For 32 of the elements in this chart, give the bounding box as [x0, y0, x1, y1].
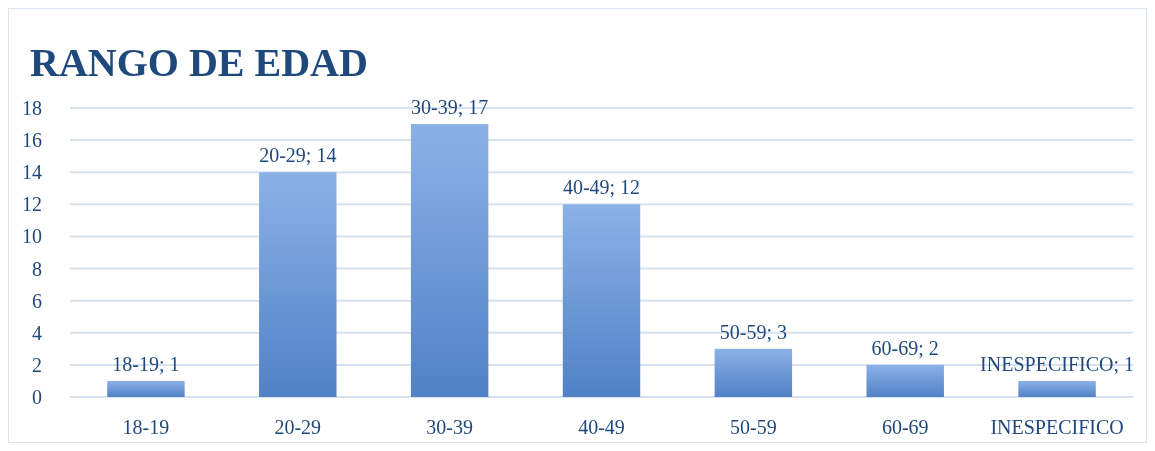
data-label: 40-49; 12 — [562, 176, 641, 199]
bar — [410, 124, 489, 397]
bar — [714, 348, 793, 397]
x-tick-label: 50-59 — [730, 416, 777, 438]
bar — [562, 204, 641, 397]
y-tick-label: 16 — [22, 129, 42, 152]
data-label: 50-59; 3 — [719, 320, 787, 343]
y-tick-label: 8 — [32, 257, 42, 280]
y-tick-label: 14 — [22, 161, 42, 184]
bar — [1018, 380, 1096, 397]
x-tick-label: 30-39 — [426, 416, 473, 438]
x-tick-label: 20-29 — [274, 416, 322, 438]
data-label: 30-39; 17 — [411, 96, 489, 119]
chart-title: RANGO DE EDAD — [30, 40, 368, 85]
x-tick-label: 40-49 — [578, 416, 625, 438]
y-tick-label: 18 — [22, 97, 42, 119]
data-label: 60-69; 2 — [871, 336, 939, 359]
data-label: 20-29; 14 — [259, 144, 337, 167]
y-tick-label: 10 — [22, 225, 42, 248]
data-label: 18-19; 1 — [112, 352, 180, 375]
y-tick-label: 12 — [22, 193, 42, 216]
y-tick-label: 4 — [32, 321, 42, 344]
bar — [107, 380, 185, 397]
bar — [259, 172, 337, 397]
data-label: INESPECIFICO; 1 — [980, 352, 1135, 375]
y-tick-label: 0 — [32, 386, 42, 408]
x-tick-label: 18-19 — [122, 416, 170, 438]
x-tick-label: INESPECIFICO — [990, 416, 1124, 438]
x-tick-label: 60-69 — [881, 416, 929, 438]
y-tick-label: 6 — [32, 289, 42, 312]
bar — [866, 364, 944, 397]
y-tick-label: 2 — [32, 353, 42, 376]
